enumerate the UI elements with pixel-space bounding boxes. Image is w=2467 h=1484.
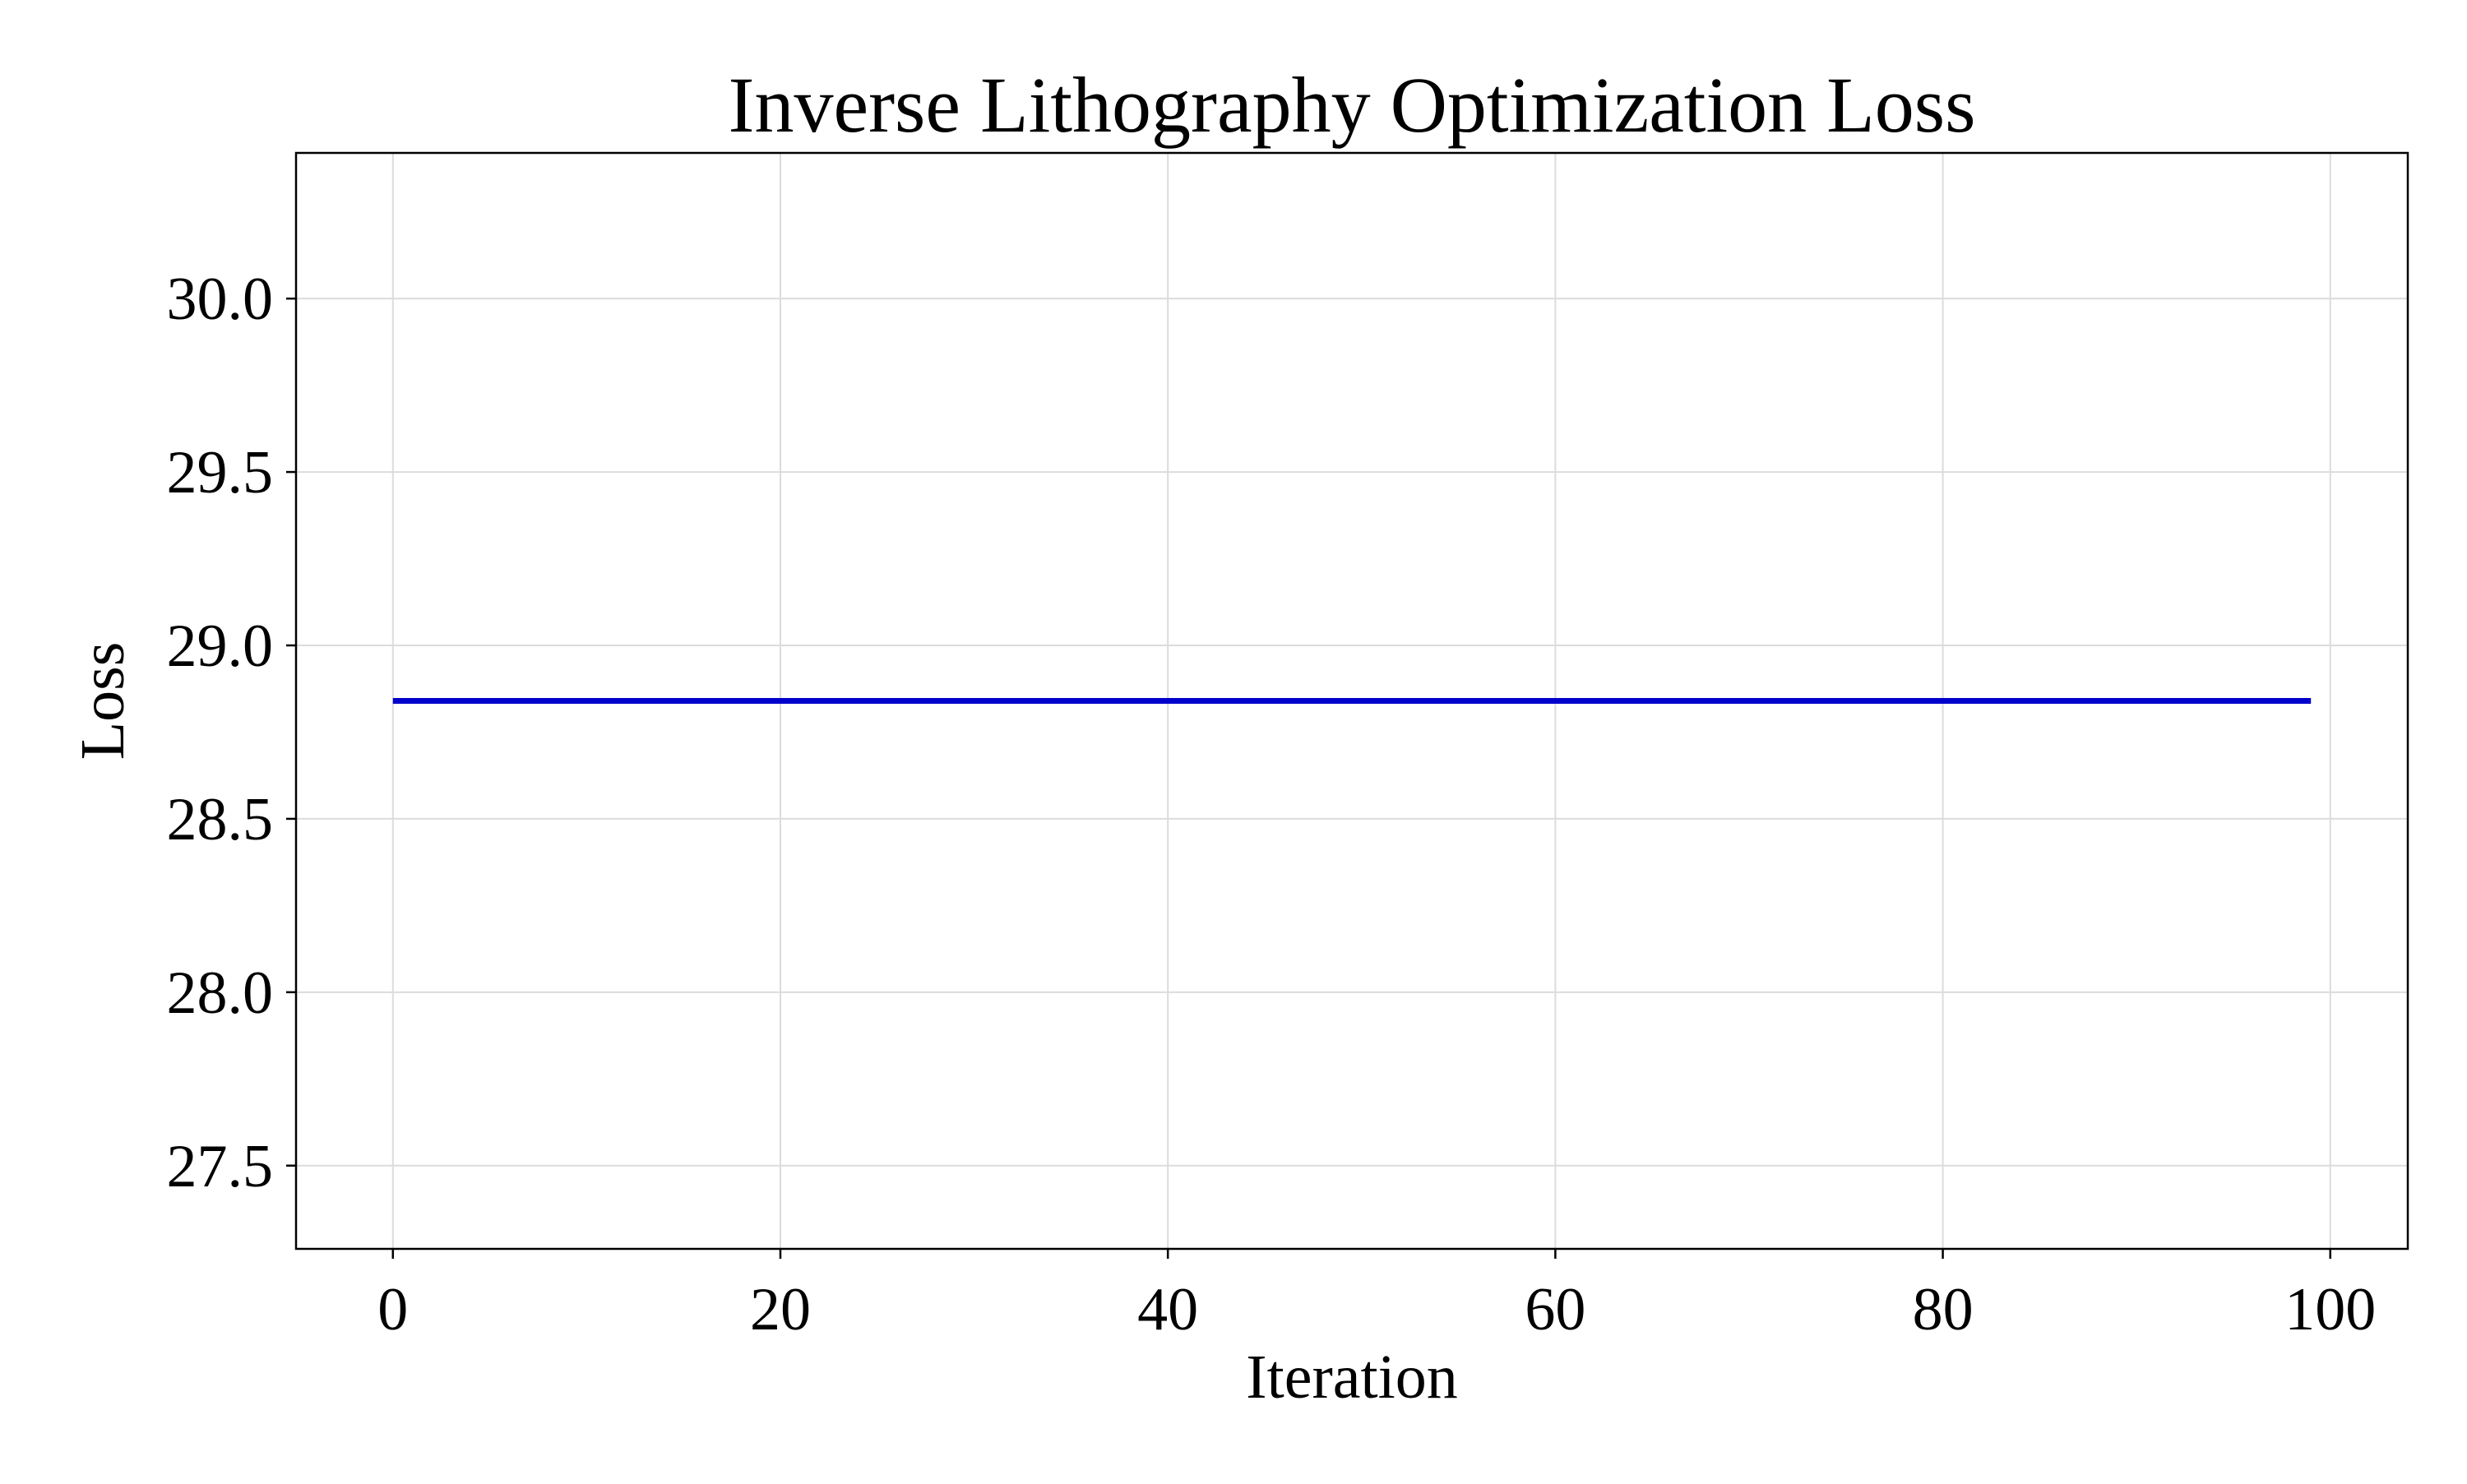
- y-tick-label: 28.0: [167, 959, 274, 1027]
- x-tick-label: 0: [377, 1276, 408, 1343]
- y-axis-label: Loss: [68, 642, 137, 760]
- y-tick-label: 28.5: [167, 786, 274, 853]
- x-axis-label: Iteration: [1246, 1343, 1457, 1412]
- y-axis: 27.5 28.0 28.5 29.0 29.5 30.0: [167, 266, 296, 1200]
- y-tick-label: 29.0: [167, 613, 274, 680]
- x-tick-label: 100: [2284, 1276, 2376, 1343]
- y-tick-label: 27.5: [167, 1133, 274, 1200]
- x-tick-label: 60: [1525, 1276, 1585, 1343]
- x-axis: 0 20 40 60 80 100: [377, 1249, 2376, 1343]
- x-tick-label: 20: [750, 1276, 811, 1343]
- y-tick-label: 30.0: [167, 266, 274, 333]
- y-tick-label: 29.5: [167, 439, 274, 506]
- x-tick-label: 80: [1913, 1276, 1974, 1343]
- x-tick-label: 40: [1137, 1276, 1198, 1343]
- plot-frame: [294, 151, 2409, 1251]
- chart-title: Inverse Lithography Optimization Loss: [728, 61, 1975, 149]
